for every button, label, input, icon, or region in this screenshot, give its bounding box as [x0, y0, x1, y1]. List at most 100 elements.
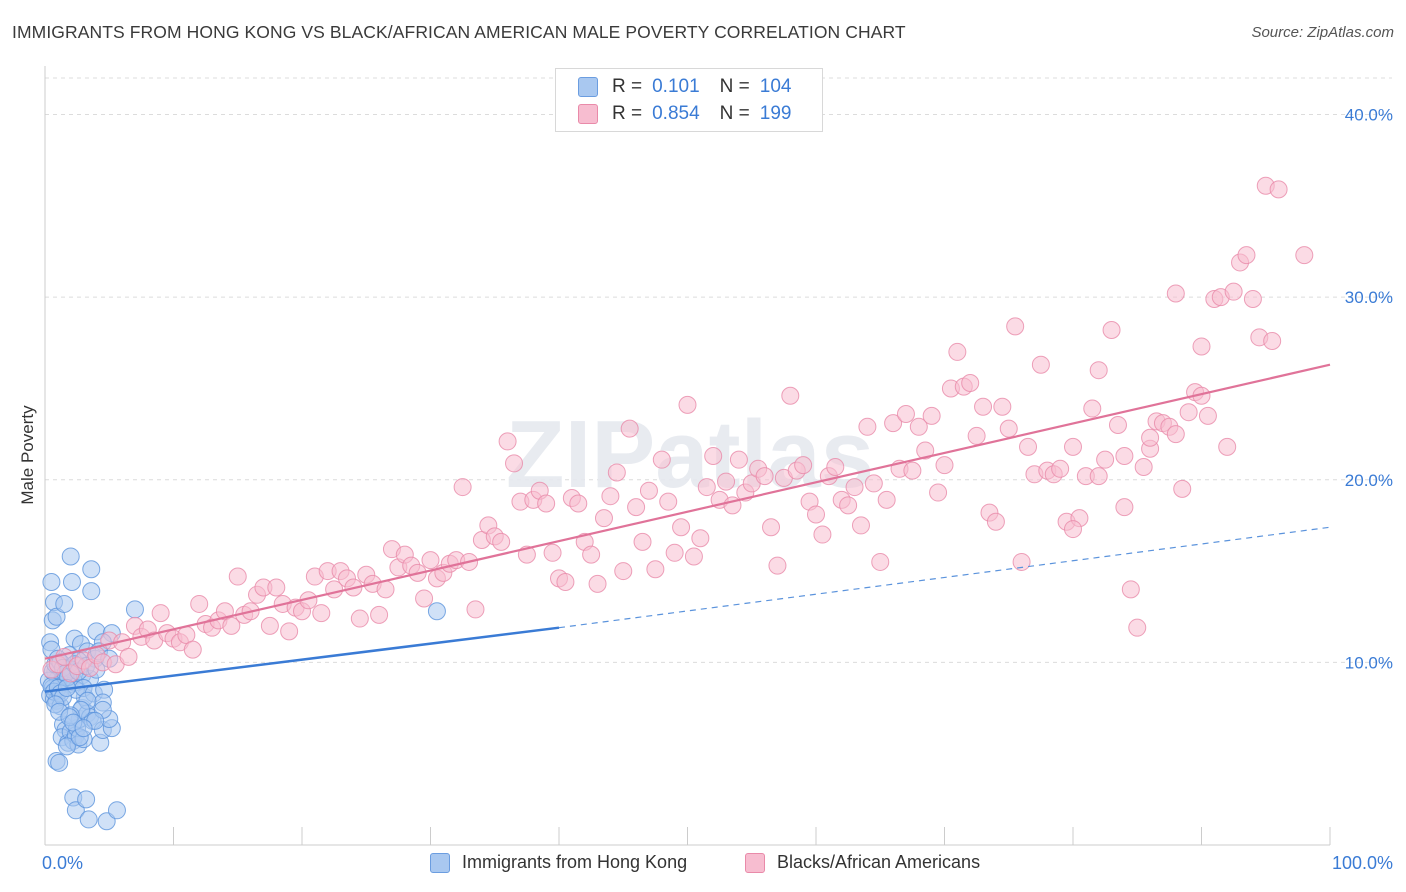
series-black-african-american — [42, 176, 1314, 683]
data-point — [1166, 284, 1185, 303]
data-point — [922, 406, 941, 425]
data-point — [646, 560, 665, 579]
data-point — [1031, 355, 1050, 374]
data-point — [967, 426, 986, 445]
data-point — [55, 594, 74, 613]
data-point — [839, 496, 858, 515]
data-point — [50, 753, 69, 772]
data-point — [1295, 246, 1314, 265]
data-point — [466, 600, 485, 619]
data-point — [909, 417, 928, 436]
data-point — [1198, 406, 1217, 425]
data-point — [376, 580, 395, 599]
n-label: N = — [719, 103, 750, 124]
data-point — [151, 604, 170, 623]
data-point — [704, 447, 723, 466]
axes — [44, 66, 1331, 846]
data-point — [1089, 467, 1108, 486]
data-point — [614, 562, 633, 581]
data-point — [935, 456, 954, 475]
data-point — [871, 552, 890, 571]
data-point — [415, 589, 434, 608]
trend-line-black-african-american — [44, 363, 1331, 660]
data-point — [1019, 437, 1038, 456]
data-point — [684, 547, 703, 566]
data-point — [620, 419, 639, 438]
data-point — [427, 602, 446, 621]
data-point — [755, 467, 774, 486]
bottom-legend-label: Immigrants from Hong Kong — [462, 852, 688, 872]
data-point — [260, 616, 279, 635]
data-point — [312, 604, 331, 623]
y-tick-label: 30.0% — [1345, 288, 1393, 307]
data-point — [1218, 437, 1237, 456]
data-point — [1243, 289, 1262, 308]
r-value: 0.854 — [652, 103, 700, 124]
x-tick-label: 0.0% — [42, 853, 83, 873]
data-point — [569, 494, 588, 513]
data-point — [691, 529, 710, 548]
data-point — [97, 812, 116, 831]
data-point — [498, 432, 517, 451]
data-point — [974, 397, 993, 416]
data-point — [1006, 317, 1025, 336]
legend-swatch-blue — [578, 77, 598, 97]
data-point — [1115, 447, 1134, 466]
data-point — [119, 647, 138, 666]
bottom-legend-swatch-blue — [430, 852, 450, 873]
data-point — [556, 573, 575, 592]
n-value: 199 — [759, 103, 792, 124]
data-point — [1173, 479, 1192, 498]
data-point — [697, 478, 716, 497]
r-label: R = — [612, 103, 643, 124]
data-point — [582, 545, 601, 564]
data-point — [1089, 361, 1108, 380]
watermark: ZIPatlas — [506, 401, 874, 508]
data-point — [986, 512, 1005, 531]
data-point — [505, 454, 524, 473]
data-point — [807, 505, 825, 524]
data-point — [190, 594, 209, 613]
data-point — [79, 810, 98, 829]
data-point — [588, 574, 607, 593]
data-point — [639, 481, 658, 500]
y-tick-label: 20.0% — [1345, 471, 1393, 490]
bottom-legend-swatch-pink — [745, 852, 765, 873]
data-point — [228, 567, 247, 586]
data-point — [678, 395, 697, 414]
data-point — [1192, 337, 1211, 356]
r-value: 0.101 — [652, 76, 700, 97]
data-point — [537, 494, 556, 513]
data-point — [370, 605, 389, 624]
trend-line-hong-kong — [44, 626, 560, 693]
data-point — [627, 498, 646, 517]
n-value: 104 — [759, 76, 792, 97]
data-point — [652, 450, 671, 469]
data-point — [729, 450, 748, 469]
data-point — [222, 616, 241, 635]
data-point — [601, 487, 620, 506]
data-point — [993, 397, 1012, 416]
data-point — [929, 483, 948, 502]
legend-row-hong-kong: R = 0.101 N = 104 — [578, 74, 811, 100]
data-point — [1102, 321, 1121, 340]
data-point — [594, 509, 613, 528]
data-point — [492, 532, 511, 551]
data-point — [961, 373, 980, 392]
data-point — [877, 490, 896, 509]
data-point — [1134, 457, 1153, 476]
data-point — [948, 342, 967, 361]
data-point — [826, 457, 845, 476]
data-point — [1224, 282, 1243, 301]
data-point — [1121, 580, 1140, 599]
data-point — [1166, 425, 1185, 444]
data-point — [672, 518, 691, 537]
data-point — [1012, 552, 1031, 571]
data-point — [717, 472, 736, 491]
y-tick-label: 40.0% — [1345, 106, 1393, 125]
data-point — [107, 801, 126, 820]
data-point — [1083, 399, 1102, 418]
data-point — [903, 461, 922, 480]
data-point — [665, 543, 684, 562]
chart-title: IMMIGRANTS FROM HONG KONG VS BLACK/AFRIC… — [12, 22, 906, 42]
